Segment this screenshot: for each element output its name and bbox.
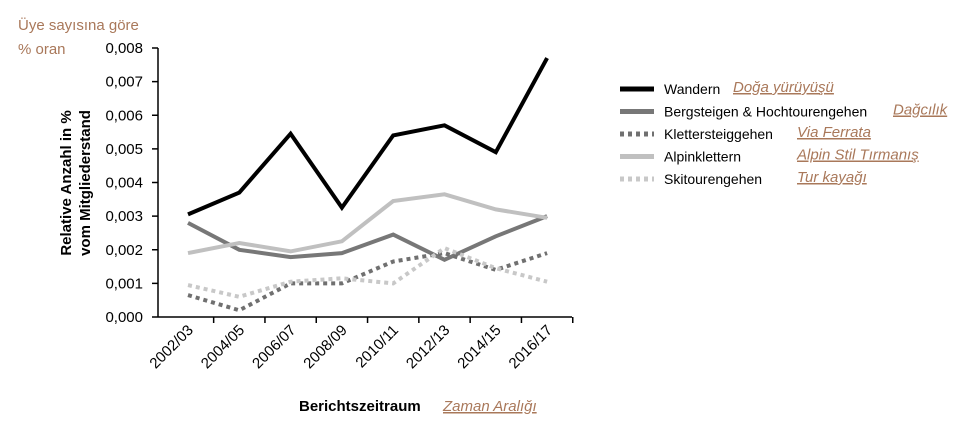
x-axis-title-translation: Zaman Aralığı bbox=[442, 398, 537, 415]
y-tick-label: 0,004 bbox=[105, 175, 143, 192]
x-tick-label: 2008/09 bbox=[300, 322, 350, 372]
y-tick-label: 0,002 bbox=[105, 242, 143, 259]
y-tick-label: 0,001 bbox=[105, 275, 143, 292]
legend-translation-4: Tur kayağı bbox=[797, 169, 867, 186]
y-axis-title-line1: Relative Anzahl in % bbox=[58, 110, 75, 255]
x-axis-title: Berichtszeitraum bbox=[299, 398, 421, 415]
y-ticks: 0,000 0,001 0,002 0,003 0,004 0,005 0,006 0,007… bbox=[105, 40, 158, 326]
legend-translation-1: Dağcılık bbox=[893, 102, 949, 119]
x-tick-label: 2010/11 bbox=[352, 322, 402, 372]
y-axis-title-line2: vom Mitgliederstand bbox=[77, 110, 94, 256]
y-tick-label: 0,008 bbox=[105, 40, 143, 57]
x-tick-label: 2014/15 bbox=[454, 322, 504, 372]
legend-label-3: Alpinklettern bbox=[664, 149, 741, 165]
x-tick-label: 2012/13 bbox=[403, 322, 453, 372]
legend-translation-3: Alpin Stil Tırmanış bbox=[796, 147, 919, 164]
series-line-3 bbox=[187, 192, 548, 256]
x-tick-label: 2016/17 bbox=[506, 322, 556, 372]
ylabel-translation-line2: % oran bbox=[18, 41, 66, 58]
legend: Wandern Doğa yürüyüşü Bergsteigen & Hochto… bbox=[620, 79, 949, 187]
legend-translation-2: Via Ferrata bbox=[797, 124, 871, 141]
series-line-0 bbox=[187, 57, 549, 217]
ylabel-translation-line1: Üye sayısına göre bbox=[18, 16, 139, 34]
x-tick-label: 2006/07 bbox=[249, 322, 299, 372]
x-tick-label: 2002/03 bbox=[146, 322, 196, 372]
legend-label-1: Bergsteigen & Hochtourengehen bbox=[664, 104, 867, 120]
y-tick-label: 0,003 bbox=[105, 208, 143, 225]
series-line-4 bbox=[187, 245, 548, 299]
x-ticks: 2002/03 2004/05 2006/07 2008/09 2010/11 2012/… bbox=[146, 317, 574, 372]
x-tick-label: 2004/05 bbox=[198, 322, 248, 372]
y-tick-label: 0,005 bbox=[105, 141, 143, 158]
series-line-2 bbox=[187, 251, 548, 313]
legend-label-2: Klettersteiggehen bbox=[664, 126, 773, 142]
legend-translation-0: Doğa yürüyüşü bbox=[733, 79, 835, 96]
y-tick-label: 0,000 bbox=[105, 309, 143, 326]
legend-label-4: Skitourengehen bbox=[664, 171, 762, 187]
y-tick-label: 0,007 bbox=[105, 74, 143, 91]
series-lines bbox=[187, 57, 549, 313]
series-line-1 bbox=[187, 214, 548, 263]
legend-label-0: Wandern bbox=[664, 81, 720, 97]
y-tick-label: 0,006 bbox=[105, 107, 143, 124]
